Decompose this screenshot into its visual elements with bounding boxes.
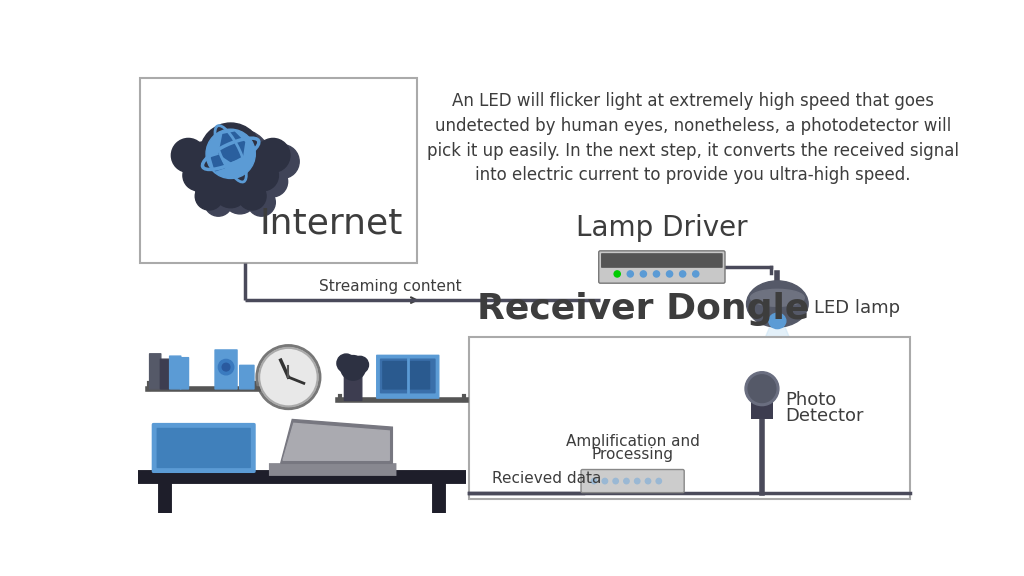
Circle shape xyxy=(745,372,779,406)
Circle shape xyxy=(749,375,776,403)
Circle shape xyxy=(640,271,646,277)
Circle shape xyxy=(223,180,257,214)
Circle shape xyxy=(645,479,650,484)
Polygon shape xyxy=(281,419,392,463)
Circle shape xyxy=(214,174,248,208)
FancyBboxPatch shape xyxy=(469,337,909,499)
Circle shape xyxy=(341,355,366,380)
Circle shape xyxy=(196,183,223,210)
Circle shape xyxy=(183,160,214,191)
Ellipse shape xyxy=(769,313,785,329)
FancyBboxPatch shape xyxy=(381,359,435,393)
FancyBboxPatch shape xyxy=(752,395,773,419)
Text: Receiver Dongle: Receiver Dongle xyxy=(477,292,809,326)
FancyBboxPatch shape xyxy=(240,365,254,389)
Circle shape xyxy=(197,161,237,201)
Circle shape xyxy=(257,166,288,197)
Circle shape xyxy=(233,142,276,185)
Circle shape xyxy=(614,271,621,277)
FancyBboxPatch shape xyxy=(269,463,396,476)
Circle shape xyxy=(628,271,634,277)
FancyBboxPatch shape xyxy=(383,362,429,389)
FancyBboxPatch shape xyxy=(215,350,237,389)
Circle shape xyxy=(351,357,369,373)
Circle shape xyxy=(692,271,698,277)
Circle shape xyxy=(209,129,270,191)
FancyBboxPatch shape xyxy=(140,78,417,263)
Circle shape xyxy=(184,142,227,185)
Circle shape xyxy=(194,147,237,191)
Circle shape xyxy=(243,147,286,191)
Text: Recieved data: Recieved data xyxy=(493,472,602,487)
FancyBboxPatch shape xyxy=(599,251,725,283)
Circle shape xyxy=(224,161,264,201)
Text: Detector: Detector xyxy=(785,407,863,425)
FancyBboxPatch shape xyxy=(161,359,170,389)
Text: pick it up easily. In the next step, it converts the received signal: pick it up easily. In the next step, it … xyxy=(427,142,958,160)
Circle shape xyxy=(193,166,223,197)
Circle shape xyxy=(171,138,205,172)
Polygon shape xyxy=(219,132,245,161)
FancyBboxPatch shape xyxy=(180,358,188,389)
Circle shape xyxy=(259,348,317,407)
FancyBboxPatch shape xyxy=(344,371,361,400)
Text: into electric current to provide you ultra-high speed.: into electric current to provide you ult… xyxy=(475,166,910,184)
Text: LED lamp: LED lamp xyxy=(814,299,900,317)
Circle shape xyxy=(635,479,640,484)
Text: An LED will flicker light at extremely high speed that goes: An LED will flicker light at extremely h… xyxy=(452,92,934,110)
Text: Lamp Driver: Lamp Driver xyxy=(577,214,748,241)
Circle shape xyxy=(602,479,607,484)
FancyBboxPatch shape xyxy=(150,354,161,389)
Text: Internet: Internet xyxy=(259,206,402,240)
Text: Streaming content: Streaming content xyxy=(319,279,462,294)
FancyBboxPatch shape xyxy=(158,429,250,468)
Text: Processing: Processing xyxy=(592,447,674,462)
Circle shape xyxy=(337,354,355,373)
FancyBboxPatch shape xyxy=(581,469,684,492)
Circle shape xyxy=(256,345,321,410)
Circle shape xyxy=(680,271,686,277)
Circle shape xyxy=(667,271,673,277)
FancyBboxPatch shape xyxy=(377,355,439,398)
Circle shape xyxy=(256,138,290,172)
Circle shape xyxy=(205,188,232,216)
Circle shape xyxy=(265,145,299,179)
FancyBboxPatch shape xyxy=(601,253,723,268)
Polygon shape xyxy=(700,327,854,492)
Circle shape xyxy=(656,479,662,484)
Circle shape xyxy=(248,188,275,216)
Circle shape xyxy=(624,479,629,484)
Circle shape xyxy=(222,363,230,371)
Ellipse shape xyxy=(746,281,808,327)
FancyBboxPatch shape xyxy=(154,425,254,471)
Circle shape xyxy=(248,160,279,191)
Circle shape xyxy=(653,271,659,277)
Polygon shape xyxy=(211,156,224,170)
FancyBboxPatch shape xyxy=(170,356,181,389)
Circle shape xyxy=(218,359,233,375)
Circle shape xyxy=(206,129,255,179)
Circle shape xyxy=(239,183,266,210)
Text: Photo: Photo xyxy=(785,391,837,409)
Circle shape xyxy=(180,145,214,179)
Text: undetected by human eyes, nonetheless, a photodetector will: undetected by human eyes, nonetheless, a… xyxy=(434,117,951,135)
Circle shape xyxy=(206,167,246,207)
Polygon shape xyxy=(283,423,389,460)
Text: Amplification and: Amplification and xyxy=(565,434,699,449)
Circle shape xyxy=(613,479,618,484)
Circle shape xyxy=(233,167,273,207)
Ellipse shape xyxy=(751,289,804,306)
Circle shape xyxy=(592,479,597,484)
Circle shape xyxy=(200,123,261,185)
